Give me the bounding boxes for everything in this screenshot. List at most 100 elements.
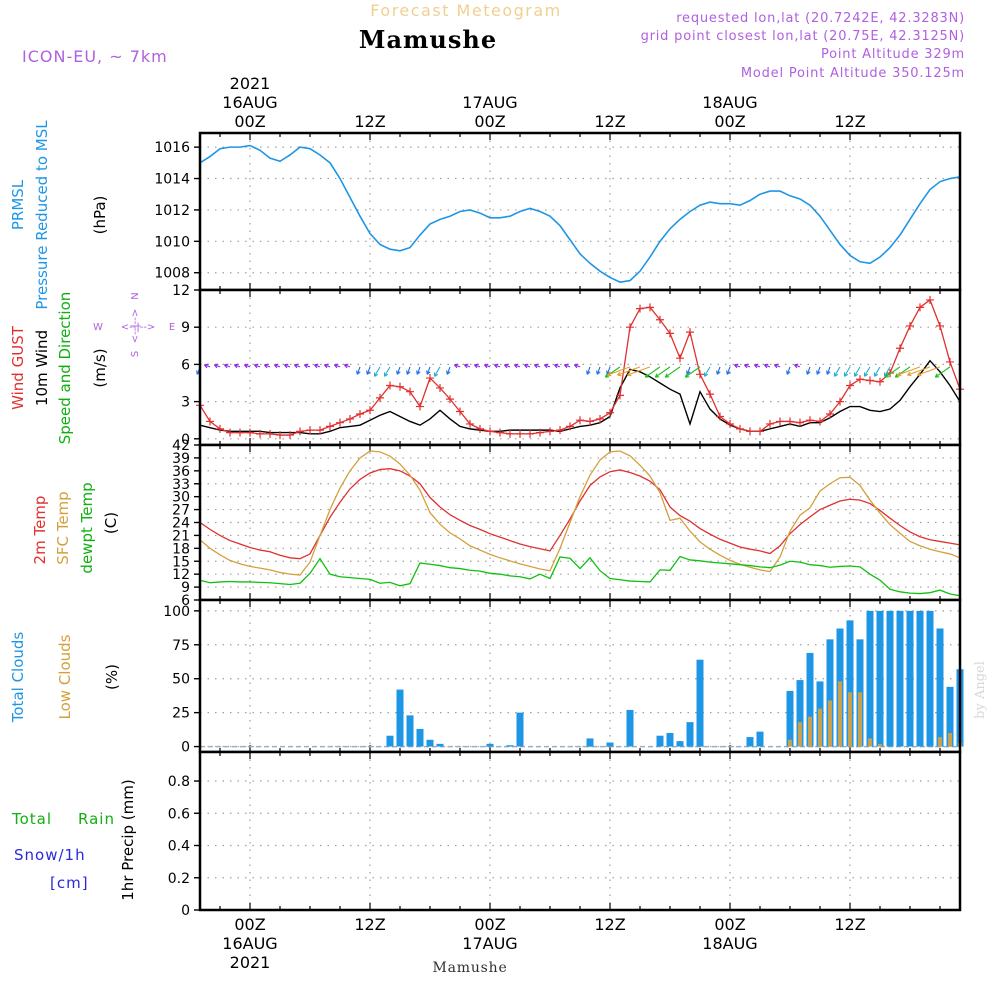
gust-marker — [326, 422, 334, 431]
gust-marker — [596, 414, 604, 423]
gust-marker — [696, 370, 704, 379]
y-tick-label: 25 — [172, 706, 190, 722]
compass-east: E — [169, 322, 175, 333]
gust-marker — [906, 321, 914, 330]
gust-marker — [866, 376, 874, 385]
time-label: 00Z — [474, 112, 505, 131]
gust-marker — [446, 395, 454, 404]
total-cloud-bar — [846, 620, 854, 747]
pressure-unit: (hPa) — [91, 196, 109, 235]
temp-2m-label: 2m Temp — [31, 496, 49, 565]
wind-arrow — [733, 363, 741, 369]
y-tick-label: 42 — [172, 438, 190, 454]
time-label: 17AUG — [462, 934, 517, 953]
total-cloud-bar — [606, 742, 614, 747]
gust-marker — [766, 419, 774, 428]
total-cloud-bar — [486, 743, 494, 747]
cloud-unit: (%) — [103, 664, 121, 690]
y-tick-label: 100 — [163, 604, 190, 620]
total-cloud-bar — [936, 628, 944, 747]
y-tick-label: 0 — [181, 740, 190, 756]
wind-arrow — [356, 366, 361, 375]
time-label: 16AUG — [222, 934, 277, 953]
credit-watermark: by Angel — [973, 661, 988, 719]
temp-sfc-line — [199, 450, 961, 576]
gust-marker — [896, 344, 904, 353]
gust-marker — [246, 428, 254, 437]
gust-marker — [286, 431, 294, 440]
wind-arrow — [433, 366, 441, 377]
wind-arrow — [503, 363, 511, 369]
wind-arrow — [463, 363, 471, 369]
precip-unit: 1hr Precip (mm) — [119, 779, 137, 900]
time-label: 2021 — [230, 74, 271, 93]
wind-arrow — [833, 366, 841, 377]
wind-arrow — [493, 363, 501, 369]
y-tick-label: 1012 — [154, 203, 190, 219]
gust-marker — [936, 321, 944, 330]
total-cloud-bar — [396, 689, 404, 747]
wind-arrow — [934, 366, 951, 378]
time-label: 00Z — [234, 915, 265, 934]
time-label: 00Z — [474, 915, 505, 934]
wind-arrow — [453, 363, 461, 369]
wind-arrow — [416, 366, 421, 375]
total-cloud-bar — [906, 610, 914, 747]
compass-west: W — [93, 322, 103, 333]
gust-marker — [456, 407, 464, 416]
y-tick-label: 12 — [172, 567, 190, 583]
gust-marker — [536, 428, 544, 437]
wind-arrow — [853, 366, 861, 377]
low-cloud-bar — [948, 733, 952, 747]
gust-marker — [296, 427, 304, 436]
model-label: ICON-EU, ~ 7km — [22, 47, 168, 66]
gust-marker — [516, 429, 524, 438]
wind-arrow — [343, 363, 351, 369]
gust-marker — [386, 381, 394, 390]
gust-marker — [776, 417, 784, 426]
gust-marker — [636, 304, 644, 313]
wind-arrow — [664, 366, 681, 378]
wind-arrow — [753, 363, 761, 369]
pressure-panel: 1008 1010 1012 1014 1016 — [154, 131, 962, 292]
wind-arrow — [726, 366, 731, 375]
wind-arrow — [396, 366, 401, 375]
gust-marker — [256, 429, 264, 438]
total-cloud-bar — [926, 610, 934, 747]
gust-marker — [436, 383, 444, 392]
gust-marker — [426, 374, 434, 383]
precip-side-labels: Total Rain Snow/1h [cm] 1hr Precip (mm) — [11, 779, 137, 900]
total-cloud-bar — [756, 731, 764, 747]
wind-arrow — [716, 366, 721, 375]
y-tick-label: 12 — [172, 283, 190, 299]
gust-marker — [506, 429, 514, 438]
wind-arrow — [863, 366, 871, 377]
compass-north: N — [130, 292, 141, 299]
wind-arrow — [873, 366, 881, 377]
y-tick-label: 9 — [181, 320, 190, 336]
gust-marker — [566, 422, 574, 431]
gust-marker — [466, 419, 474, 428]
time-label: 12Z — [354, 915, 385, 934]
gust-marker — [916, 303, 924, 312]
wind-arrow — [213, 363, 221, 369]
y-tick-label: 0 — [181, 432, 190, 448]
compass-horizontal: <--|--> — [121, 322, 156, 333]
panel-background — [200, 133, 960, 290]
gust-marker — [376, 393, 384, 402]
y-tick-label: 1016 — [154, 140, 190, 156]
temp-2m-line — [199, 468, 961, 560]
y-tick-label: 30 — [172, 490, 190, 506]
time-label: 12Z — [354, 112, 385, 131]
y-tick-label: 6 — [181, 593, 190, 609]
wind-arrow — [333, 363, 341, 369]
gust-marker — [496, 428, 504, 437]
gust-marker — [236, 428, 244, 437]
gust-marker — [826, 410, 834, 418]
temp-unit: (C) — [102, 512, 120, 534]
time-label: 00Z — [714, 915, 745, 934]
gust-marker — [316, 426, 324, 435]
wind-arrow — [303, 363, 311, 369]
total-cloud-bar — [666, 733, 674, 747]
